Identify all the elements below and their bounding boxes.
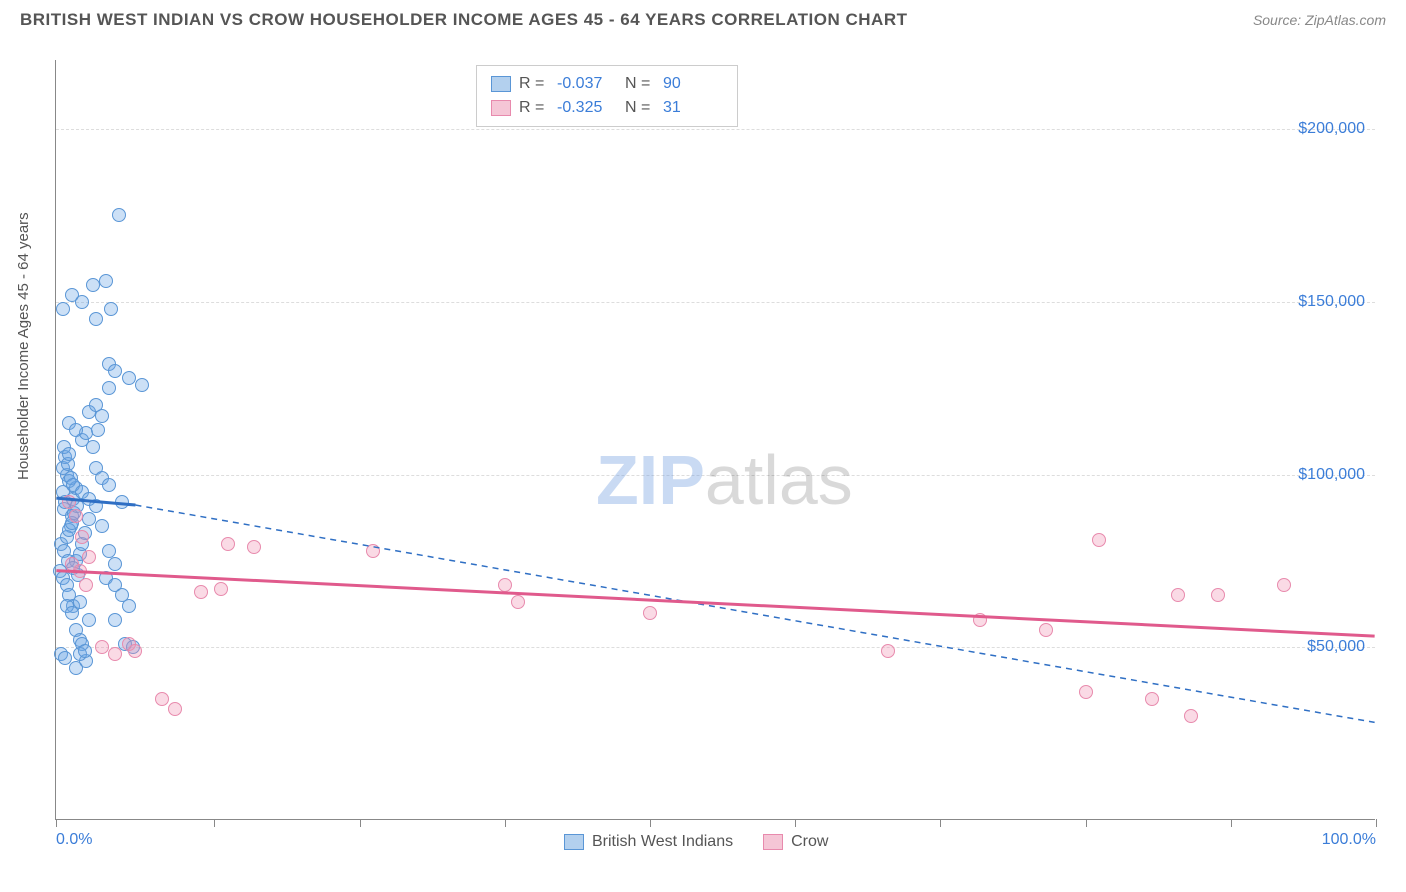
data-point: [135, 378, 149, 392]
data-point: [86, 440, 100, 454]
data-point: [115, 495, 129, 509]
y-axis-label: Householder Income Ages 45 - 64 years: [15, 212, 32, 480]
swatch-bwi-icon: [564, 834, 584, 850]
watermark: ZIPatlas: [596, 440, 853, 520]
y-tick-label: $100,000: [1298, 466, 1365, 484]
x-tick: [1231, 819, 1232, 827]
plot-region: ZIPatlas R =-0.037 N =90 R =-0.325 N =31…: [55, 60, 1375, 820]
data-point: [1277, 578, 1291, 592]
data-point: [82, 550, 96, 564]
y-tick-label: $50,000: [1307, 638, 1365, 656]
data-point: [69, 423, 83, 437]
data-point: [1079, 685, 1093, 699]
data-point: [973, 613, 987, 627]
data-point: [221, 537, 235, 551]
data-point: [108, 364, 122, 378]
data-point: [108, 557, 122, 571]
data-point: [1184, 709, 1198, 723]
data-point: [62, 447, 76, 461]
y-tick-label: $150,000: [1298, 293, 1365, 311]
chart-area: Householder Income Ages 45 - 64 years ZI…: [20, 50, 1386, 840]
data-point: [75, 295, 89, 309]
data-point: [122, 371, 136, 385]
x-tick: [650, 819, 651, 827]
data-point: [102, 381, 116, 395]
data-point: [95, 519, 109, 533]
data-point: [168, 702, 182, 716]
trend-lines: [56, 60, 1375, 819]
gridline: [56, 475, 1375, 476]
data-point: [366, 544, 380, 558]
data-point: [69, 509, 83, 523]
data-point: [104, 302, 118, 316]
x-tick-label: 100.0%: [1322, 831, 1376, 849]
x-tick: [1086, 819, 1087, 827]
data-point: [78, 644, 92, 658]
data-point: [1092, 533, 1106, 547]
data-point: [112, 208, 126, 222]
legend-item-bwi: British West Indians: [564, 833, 733, 851]
data-point: [643, 606, 657, 620]
x-tick: [360, 819, 361, 827]
data-point: [108, 647, 122, 661]
y-tick-label: $200,000: [1298, 120, 1365, 138]
gridline: [56, 302, 1375, 303]
data-point: [128, 644, 142, 658]
data-point: [75, 530, 89, 544]
legend-item-crow: Crow: [763, 833, 828, 851]
data-point: [56, 302, 70, 316]
data-point: [881, 644, 895, 658]
data-point: [91, 423, 105, 437]
x-tick: [505, 819, 506, 827]
data-point: [194, 585, 208, 599]
data-point: [498, 578, 512, 592]
swatch-crow: [491, 100, 511, 116]
data-point: [89, 499, 103, 513]
data-point: [511, 595, 525, 609]
correlation-legend: R =-0.037 N =90 R =-0.325 N =31: [476, 65, 738, 127]
data-point: [86, 278, 100, 292]
x-tick: [795, 819, 796, 827]
x-tick: [214, 819, 215, 827]
series-legend: British West Indians Crow: [564, 833, 828, 851]
data-point: [1145, 692, 1159, 706]
data-point: [82, 613, 96, 627]
data-point: [95, 409, 109, 423]
data-point: [95, 640, 109, 654]
legend-row-bwi: R =-0.037 N =90: [491, 72, 723, 96]
legend-row-crow: R =-0.325 N =31: [491, 96, 723, 120]
swatch-crow-icon: [763, 834, 783, 850]
data-point: [122, 599, 136, 613]
data-point: [155, 692, 169, 706]
x-tick: [940, 819, 941, 827]
swatch-bwi: [491, 76, 511, 92]
data-point: [62, 495, 76, 509]
data-point: [214, 582, 228, 596]
chart-source: Source: ZipAtlas.com: [1253, 12, 1386, 28]
x-tick: [1376, 819, 1377, 827]
data-point: [73, 564, 87, 578]
data-point: [89, 312, 103, 326]
x-tick: [56, 819, 57, 827]
data-point: [99, 274, 113, 288]
data-point: [73, 595, 87, 609]
data-point: [108, 613, 122, 627]
data-point: [79, 578, 93, 592]
data-point: [1039, 623, 1053, 637]
data-point: [102, 478, 116, 492]
data-point: [82, 512, 96, 526]
chart-title: BRITISH WEST INDIAN VS CROW HOUSEHOLDER …: [20, 10, 907, 30]
data-point: [1211, 588, 1225, 602]
data-point: [102, 544, 116, 558]
gridline: [56, 647, 1375, 648]
data-point: [247, 540, 261, 554]
gridline: [56, 129, 1375, 130]
data-point: [1171, 588, 1185, 602]
x-tick-label: 0.0%: [56, 831, 92, 849]
